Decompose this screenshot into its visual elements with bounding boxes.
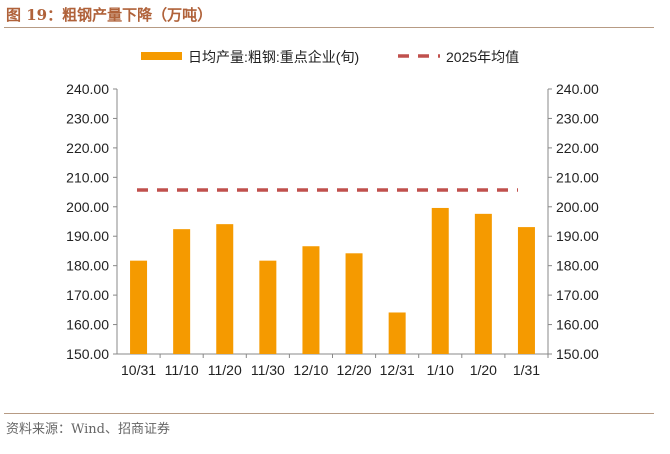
legend-bar-swatch bbox=[141, 52, 182, 60]
x-tick-label: 1/20 bbox=[470, 362, 497, 378]
x-tick-label: 1/10 bbox=[427, 362, 454, 378]
y-tick-label-left: 150.00 bbox=[66, 346, 109, 362]
y-tick-label-left: 190.00 bbox=[66, 228, 109, 244]
x-tick-label: 1/31 bbox=[513, 362, 540, 378]
figure-title: 图 19：粗钢产量下降（万吨） bbox=[6, 6, 213, 24]
y-tick-label-left: 170.00 bbox=[66, 287, 109, 303]
y-tick-label-right: 170.00 bbox=[556, 287, 599, 303]
x-tick-label: 11/30 bbox=[251, 362, 285, 378]
y-tick-label-right: 220.00 bbox=[556, 140, 599, 156]
y-tick-label-left: 210.00 bbox=[66, 169, 109, 185]
bar-10-31 bbox=[130, 260, 148, 354]
bar-12-20 bbox=[345, 253, 363, 354]
bar-1-31 bbox=[517, 227, 535, 354]
title-divider bbox=[4, 27, 654, 28]
bar-12-31 bbox=[388, 312, 406, 354]
x-tick-label: 11/10 bbox=[165, 362, 199, 378]
y-tick-label-right: 240.00 bbox=[556, 81, 599, 97]
y-tick-label-left: 200.00 bbox=[66, 199, 109, 215]
bar-1-20 bbox=[474, 213, 492, 354]
y-tick-label-left: 230.00 bbox=[66, 110, 109, 126]
y-tick-label-left: 240.00 bbox=[66, 81, 109, 97]
y-tick-label-right: 190.00 bbox=[556, 228, 599, 244]
y-tick-label-right: 160.00 bbox=[556, 317, 599, 333]
bar-1-10 bbox=[431, 207, 449, 354]
footer-divider bbox=[4, 413, 654, 414]
y-tick-label-right: 210.00 bbox=[556, 169, 599, 185]
bar-11-20 bbox=[216, 224, 234, 354]
legend-line-label: 2025年均值 bbox=[446, 49, 519, 65]
y-tick-label-right: 200.00 bbox=[556, 199, 599, 215]
x-tick-label: 12/20 bbox=[337, 362, 372, 378]
x-tick-label: 10/31 bbox=[121, 362, 156, 378]
bar-11-30 bbox=[259, 260, 277, 354]
x-tick-label: 12/10 bbox=[293, 362, 328, 378]
source-note: 资料来源：Wind、招商证券 bbox=[6, 422, 170, 437]
y-tick-label-right: 230.00 bbox=[556, 110, 599, 126]
y-tick-label-left: 180.00 bbox=[66, 258, 109, 274]
y-tick-label-right: 180.00 bbox=[556, 258, 599, 274]
x-tick-label: 11/20 bbox=[208, 362, 242, 378]
y-tick-label-left: 160.00 bbox=[66, 317, 109, 333]
y-tick-label-left: 220.00 bbox=[66, 140, 109, 156]
y-tick-label-right: 150.00 bbox=[556, 346, 599, 362]
legend-bar-label: 日均产量:粗钢:重点企业(旬) bbox=[188, 49, 359, 65]
bar-11-10 bbox=[173, 229, 191, 354]
bar-12-10 bbox=[302, 246, 320, 354]
x-tick-label: 12/31 bbox=[380, 362, 415, 378]
